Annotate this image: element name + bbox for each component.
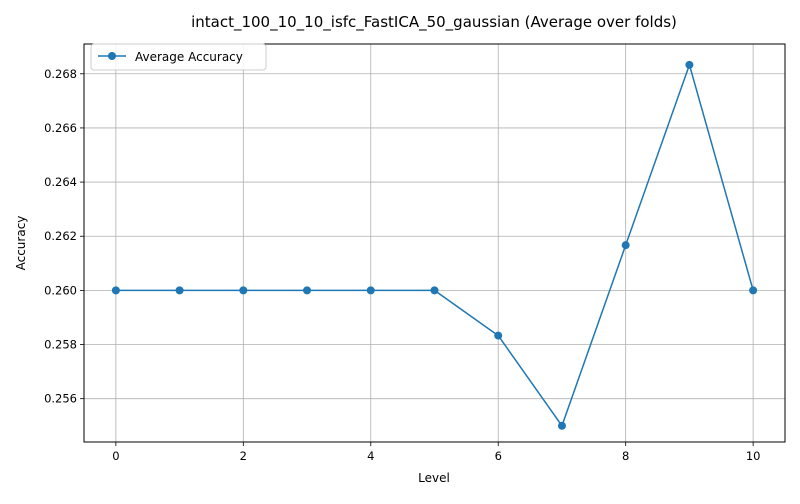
x-tick-label: 10 bbox=[746, 449, 761, 463]
data-point bbox=[366, 286, 375, 295]
data-point bbox=[685, 60, 694, 69]
x-tick-label: 2 bbox=[240, 449, 247, 463]
plot-frame bbox=[83, 43, 786, 443]
x-axis-ticks: 0 2 4 6 8 10 bbox=[112, 442, 760, 463]
data-point bbox=[494, 331, 503, 340]
x-tick-label: 0 bbox=[112, 449, 119, 463]
chart-title: intact_100_10_10_isfc_FastICA_50_gaussia… bbox=[191, 13, 677, 32]
data-point bbox=[749, 286, 758, 295]
y-tick-label: 0.262 bbox=[44, 229, 77, 243]
grid-lines bbox=[84, 44, 785, 442]
y-tick-label: 0.260 bbox=[44, 283, 77, 297]
y-tick-label: 0.256 bbox=[44, 392, 77, 406]
data-point bbox=[621, 241, 630, 250]
legend: Average Accuracy bbox=[90, 43, 267, 71]
legend-label: Average Accuracy bbox=[135, 50, 243, 64]
x-tick-label: 6 bbox=[495, 449, 502, 463]
y-axis-label: Accuracy bbox=[14, 216, 28, 271]
data-series bbox=[111, 60, 758, 430]
y-tick-label: 0.258 bbox=[44, 338, 77, 352]
y-tick-label: 0.266 bbox=[44, 121, 77, 135]
data-point bbox=[175, 286, 184, 295]
legend-box bbox=[90, 43, 267, 71]
series-line bbox=[115, 64, 754, 427]
x-axis-label: Level bbox=[418, 471, 450, 485]
y-axis-ticks: 0.256 0.258 0.260 0.262 0.264 0.266 0.268 bbox=[44, 67, 84, 406]
data-point bbox=[430, 286, 439, 295]
x-tick-label: 4 bbox=[367, 449, 374, 463]
data-point bbox=[111, 286, 120, 295]
x-tick-label: 8 bbox=[622, 449, 629, 463]
legend-marker-swatch bbox=[108, 52, 116, 60]
data-point bbox=[303, 286, 312, 295]
data-point bbox=[557, 421, 566, 430]
data-point bbox=[239, 286, 248, 295]
y-tick-label: 0.268 bbox=[44, 67, 77, 81]
y-tick-label: 0.264 bbox=[44, 175, 77, 189]
